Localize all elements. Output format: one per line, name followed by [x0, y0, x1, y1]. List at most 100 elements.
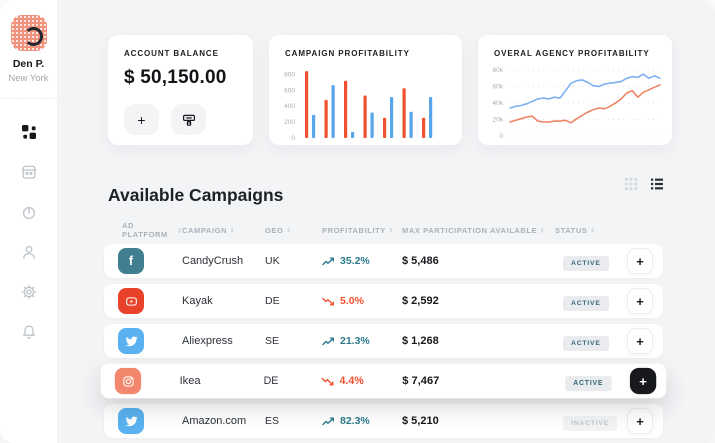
campaign-name: Ikea: [179, 374, 201, 388]
sort-icon: [230, 227, 235, 234]
grid-view-button[interactable]: [624, 177, 638, 191]
svg-text:0: 0: [291, 135, 295, 142]
sidebar-item-wallet[interactable]: [20, 163, 38, 181]
campaign-name: Amazon.com: [182, 415, 247, 427]
sidebar-item-notifications[interactable]: [20, 323, 38, 341]
avatar[interactable]: [10, 15, 47, 51]
table-header: AD PLATFORM CAMPAIGN GEO PROFITABILITY M…: [104, 221, 663, 239]
campaign-profitability: 5.0%: [322, 295, 402, 307]
campaign-row-ikea[interactable]: Ikea DE 4.4% $ 7,467 ACTIVE +: [100, 363, 667, 399]
svg-text:20k: 20k: [493, 117, 504, 124]
svg-text:40k: 40k: [493, 100, 504, 107]
wallet-icon: [21, 165, 36, 179]
line-chart-title: OVERAL AGENCY PROFITABILITY: [494, 49, 650, 58]
svg-text:600: 600: [284, 87, 295, 94]
instagram-icon: [114, 367, 142, 395]
status-badge: ACTIVE: [563, 295, 609, 311]
join-campaign-button[interactable]: +: [627, 408, 653, 434]
user-location: New York: [8, 73, 49, 84]
agency-profitability-line-chart: 0 20k 40k 60k 80k: [493, 67, 662, 140]
campaign-name: Aliexpress: [182, 335, 233, 347]
user-name: Den P.: [12, 58, 45, 70]
campaign-row-amazon[interactable]: Amazon.com ES 82.3% $ 5,210 INACTIVE +: [104, 404, 663, 438]
balance-actions: +: [124, 104, 253, 135]
column-header-campaign[interactable]: CAMPAIGN: [182, 226, 265, 235]
campaign-profitability: 35.2%: [322, 255, 402, 267]
campaign-geo: UK: [265, 255, 280, 267]
column-header-status[interactable]: STATUS: [555, 226, 625, 235]
campaigns-table: f CandyCrush UK 35.2% $ 5,486 ACTIVE + K…: [100, 244, 667, 443]
twitter-icon: [118, 408, 144, 434]
add-funds-button[interactable]: +: [124, 104, 159, 135]
sidebar-item-settings[interactable]: [20, 283, 38, 301]
trend-down-icon: [322, 297, 334, 305]
column-header-ad-platform[interactable]: AD PLATFORM: [118, 221, 182, 239]
grid-view-icon: [625, 178, 637, 190]
campaign-name: CandyCrush: [182, 255, 244, 267]
list-view-icon: [651, 178, 663, 190]
trend-up-icon: [322, 417, 334, 425]
campaign-profitability: 21.3%: [322, 335, 402, 347]
campaign-max-participation: $ 5,486: [402, 255, 439, 267]
status-badge: INACTIVE: [563, 415, 618, 431]
balance-amount: $ 50,150.00: [124, 67, 227, 88]
view-toggles: [624, 177, 664, 191]
sort-icon: [540, 227, 545, 234]
youtube-icon: [118, 288, 144, 314]
campaign-row-candycrush[interactable]: f CandyCrush UK 35.2% $ 5,486 ACTIVE +: [104, 244, 663, 278]
campaign-row-aliexpress[interactable]: Aliexpress SE 21.3% $ 1,268 ACTIVE +: [104, 324, 663, 358]
status-badge: ACTIVE: [565, 375, 612, 391]
join-campaign-button[interactable]: +: [627, 328, 653, 354]
campaign-name: Kayak: [182, 295, 213, 307]
section-title: Available Campaigns: [108, 184, 284, 205]
svg-text:80k: 80k: [493, 67, 504, 74]
campaign-geo: SE: [265, 335, 280, 347]
twitter-icon: [118, 328, 144, 354]
status-badge: ACTIVE: [563, 255, 609, 271]
campaign-profitability-bar-chart: 0 200 400 600 800: [284, 71, 433, 142]
sidebar-item-dashboard[interactable]: [20, 123, 38, 141]
settings-icon: [21, 284, 36, 300]
column-header-max-participation[interactable]: MAX PARTICIPATION AVAILABLE: [402, 226, 555, 235]
campaign-geo: DE: [263, 374, 279, 388]
sidebar-nav: [20, 123, 38, 341]
sidebar-item-history[interactable]: [20, 203, 38, 221]
agency-profitability-card: OVERAL AGENCY PROFITABILITY 0 20k 40k 60k 80…: [478, 35, 672, 145]
withdraw-button[interactable]: [171, 104, 206, 135]
dashboard-icon: [21, 125, 36, 139]
svg-text:0: 0: [499, 133, 503, 140]
profile-icon: [22, 245, 35, 259]
svg-text:400: 400: [284, 103, 295, 110]
notifications-icon: [22, 325, 35, 339]
campaign-max-participation: $ 5,210: [402, 415, 439, 427]
sort-icon: [591, 227, 596, 234]
svg-text:60k: 60k: [493, 84, 504, 91]
trend-up-icon: [322, 257, 334, 265]
campaign-profitability-card: CAMPAIGN PROFITABILITY 0 200 400 600 800: [269, 35, 462, 145]
campaign-profitability: 82.3%: [322, 415, 402, 427]
trend-down-icon: [321, 377, 334, 386]
balance-title: ACCOUNT BALANCE: [124, 49, 219, 58]
history-icon: [22, 206, 35, 220]
svg-text:800: 800: [284, 71, 295, 78]
campaign-profitability: 4.4%: [321, 375, 402, 387]
column-header-profitability[interactable]: PROFITABILITY: [322, 226, 402, 235]
account-balance-card: ACCOUNT BALANCE $ 50,150.00 +: [108, 35, 253, 145]
campaign-max-participation: $ 7,467: [402, 374, 440, 388]
column-header-geo[interactable]: GEO: [265, 226, 322, 235]
join-campaign-button[interactable]: +: [627, 248, 653, 274]
campaign-geo: DE: [265, 295, 280, 307]
svg-text:200: 200: [284, 119, 295, 126]
list-view-button[interactable]: [650, 177, 664, 191]
campaign-row-kayak[interactable]: Kayak DE 5.0% $ 2,592 ACTIVE +: [104, 284, 663, 318]
sort-icon: [389, 227, 394, 234]
campaign-max-participation: $ 1,268: [402, 335, 439, 347]
join-campaign-button[interactable]: +: [629, 367, 657, 395]
join-campaign-button[interactable]: +: [627, 288, 653, 314]
campaign-max-participation: $ 2,592: [402, 295, 439, 307]
sidebar-divider: [0, 98, 57, 99]
status-badge: ACTIVE: [563, 335, 609, 351]
sidebar-item-profile[interactable]: [20, 243, 38, 261]
sort-icon: [286, 227, 291, 234]
